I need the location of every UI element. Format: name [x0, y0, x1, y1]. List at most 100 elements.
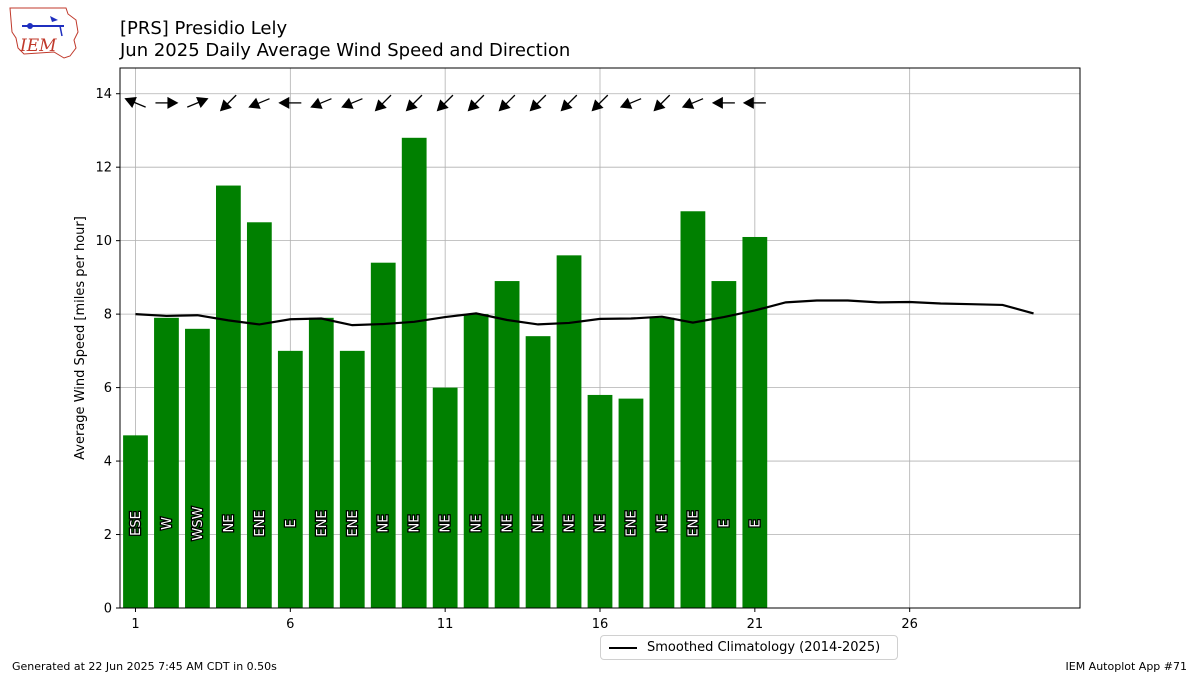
bar-day-9: [370, 262, 396, 608]
wind-arrow-head: [167, 96, 179, 109]
wind-arrow-shaft: [132, 101, 146, 108]
wind-arrow-day-14: [529, 94, 547, 112]
wind-arrow-shaft: [659, 94, 671, 106]
x-axis: 1 6 11 16 21 26: [131, 608, 918, 632]
wind-arrow-day-20: [711, 96, 735, 109]
wind-arrow-shaft: [473, 94, 485, 106]
direction-label-day-13: NE: [501, 515, 516, 533]
chart-title: [PRS] Presidio Lely: [120, 18, 288, 39]
direction-label-day-17: ENE: [624, 510, 639, 536]
wind-arrow-head: [196, 96, 209, 109]
direction-label-day-7: ENE: [315, 510, 330, 536]
x-tick-label: 26: [901, 617, 918, 632]
direction-label-day-20: E: [717, 519, 732, 527]
direction-labels: ESE W WSW NE ENE E ENE ENE NE NE NE NE NE NE NE NE ENE NE…: [128, 505, 765, 542]
wind-arrow-head: [498, 99, 511, 112]
wind-arrow-day-3: [187, 96, 209, 109]
wind-arrow-shaft: [187, 101, 201, 108]
climatology-layer: [135, 299, 1034, 327]
wind-arrow-head: [591, 99, 604, 112]
direction-label-day-11: NE: [439, 515, 454, 533]
wind-arrow-head: [619, 97, 633, 109]
bar-day-6: [277, 350, 303, 608]
wind-arrow-day-21: [742, 96, 766, 109]
app-footer: IEM Autoplot App #71: [1065, 660, 1188, 673]
y-tick-label: 8: [104, 308, 112, 323]
direction-label-day-18: NE: [655, 515, 670, 533]
y-tick-label: 0: [104, 602, 112, 617]
direction-label-day-15: NE: [563, 515, 578, 533]
direction-label-day-2: W: [160, 517, 175, 530]
generated-footer: Generated at 22 Jun 2025 7:45 AM CDT in …: [12, 660, 277, 673]
iem-logo: IEM: [9, 7, 79, 59]
direction-label-day-8: ENE: [346, 510, 361, 536]
direction-label-day-4: NE: [222, 515, 237, 533]
y-tick-label: 2: [104, 528, 112, 543]
direction-label-day-19: ENE: [686, 510, 701, 536]
wind-arrow-shaft: [349, 98, 363, 105]
bar-day-12: [463, 314, 489, 608]
bar-day-14: [525, 336, 551, 608]
wind-arrow-day-18: [653, 94, 671, 112]
wind-arrow-shaft: [318, 98, 332, 105]
wind-arrow-head: [124, 96, 137, 109]
wind-arrow-day-11: [436, 94, 454, 112]
wind-arrow-day-8: [341, 97, 363, 109]
wind-arrow-head: [467, 99, 480, 112]
legend-line-swatch: [609, 646, 637, 649]
x-tick-label: 11: [437, 617, 454, 632]
bar-day-10: [401, 137, 427, 609]
wind-arrow-day-7: [310, 97, 332, 109]
wind-arrows: [124, 94, 766, 112]
wind-arrow-head: [653, 99, 666, 112]
bar-day-5: [246, 222, 272, 609]
wind-arrow-day-13: [498, 94, 516, 112]
bar-day-21: [742, 236, 768, 608]
bar-day-7: [308, 317, 334, 608]
bars: [123, 137, 768, 609]
direction-label-day-21: E: [748, 519, 763, 527]
bar-day-16: [587, 394, 613, 608]
y-tick-label: 6: [104, 381, 112, 396]
chart-subtitle: Jun 2025 Daily Average Wind Speed and Di…: [120, 40, 571, 61]
wind-arrow-day-10: [405, 94, 423, 112]
x-tick-label: 16: [592, 617, 609, 632]
direction-label-day-14: NE: [532, 515, 547, 533]
direction-label-day-5: ENE: [253, 510, 268, 536]
wind-arrow-day-12: [467, 94, 485, 112]
direction-label-day-1: ESE: [129, 511, 144, 536]
wind-arrow-head: [278, 96, 290, 109]
y-tick-label: 10: [95, 234, 112, 249]
wind-arrow-day-19: [681, 97, 704, 109]
wind-arrow-shaft: [504, 94, 516, 106]
bar-day-8: [339, 350, 365, 608]
legend: Smoothed Climatology (2014-2025): [600, 635, 898, 660]
bar-day-15: [556, 255, 582, 609]
y-axis-label: Average Wind Speed [miles per hour]: [73, 216, 88, 460]
bar-day-2: [154, 317, 179, 608]
bar-day-13: [494, 281, 520, 608]
direction-label-day-12: NE: [470, 515, 485, 533]
y-tick-label: 14: [95, 87, 112, 102]
wind-arrow-shaft: [597, 94, 609, 106]
wind-arrow-day-4: [219, 94, 237, 112]
wind-arrow-shaft: [627, 98, 642, 105]
bar-day-19: [680, 211, 706, 608]
direction-label-day-16: NE: [594, 515, 609, 533]
wind-arrow-day-5: [248, 97, 270, 109]
bar-day-18: [649, 317, 675, 608]
direction-label-day-9: NE: [377, 515, 392, 533]
wind-arrow-head: [681, 97, 695, 109]
direction-label-day-3: WSW: [191, 506, 206, 540]
y-tick-label: 4: [104, 455, 112, 470]
wind-arrow-head: [405, 99, 418, 112]
wind-arrow-head: [529, 99, 542, 112]
wind-arrow-shaft: [225, 94, 237, 106]
wind-arrow-shaft: [566, 94, 578, 106]
iem-logo-text: IEM: [19, 36, 57, 56]
bar-day-1: [123, 435, 148, 608]
x-tick-label: 1: [131, 617, 139, 632]
wind-arrow-day-16: [591, 94, 609, 112]
wind-arrow-head: [341, 97, 354, 109]
